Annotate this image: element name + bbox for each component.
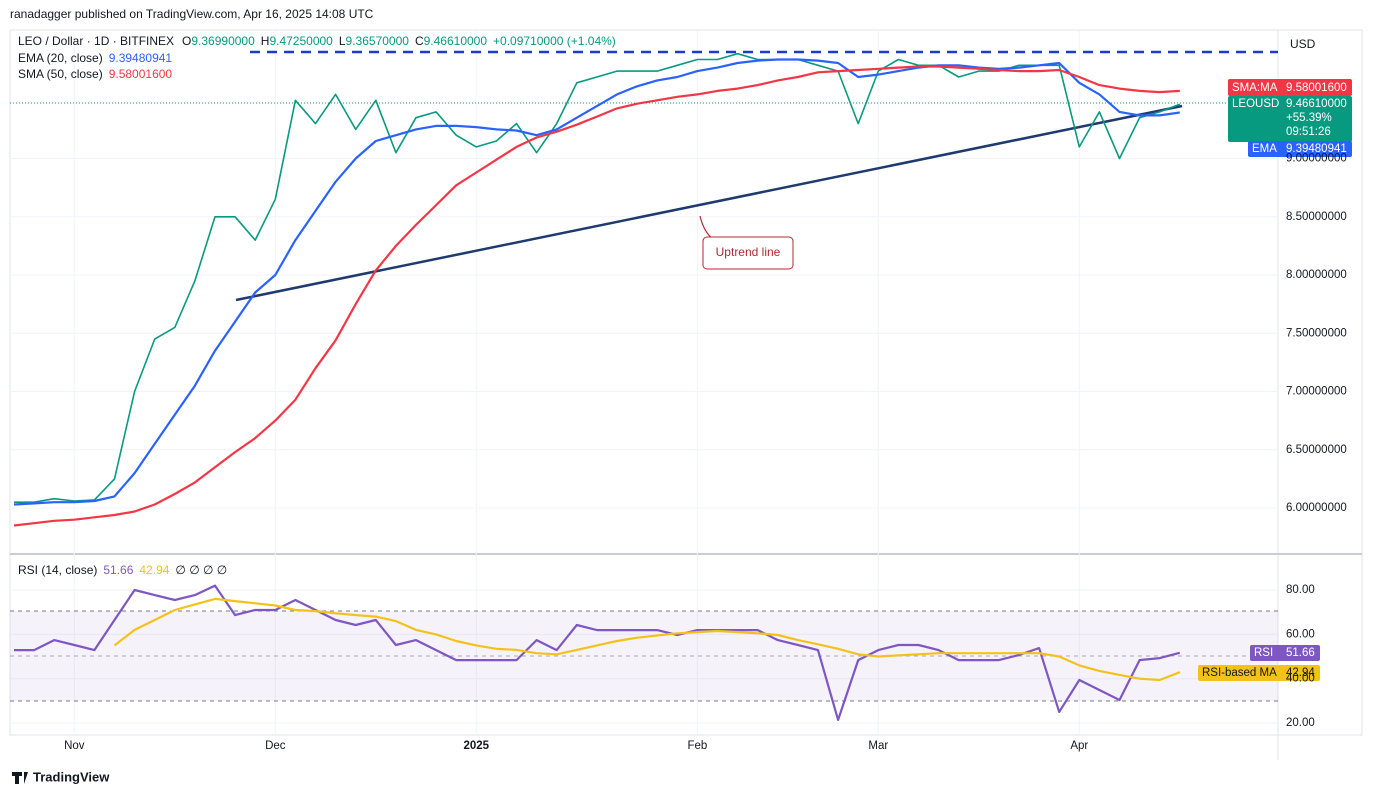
y-tick-label: 9.00000000 xyxy=(1286,153,1347,165)
x-tick-label: Dec xyxy=(265,740,286,752)
y-tick-label: 8.50000000 xyxy=(1286,211,1347,223)
legend-ema: EMA (20, close) 9.39480941 xyxy=(18,51,172,65)
legend-rsi-extra: ∅ ∅ ∅ ∅ xyxy=(175,563,227,577)
legend-change: +0.09710000 (+1.04%) xyxy=(493,34,616,48)
rsi-ma-label-value: 42.94 xyxy=(1286,667,1315,679)
legend-symbol: LEO / Dollar · 1D · BITFINEX xyxy=(18,34,174,48)
series-line xyxy=(14,584,1181,721)
legend-rsi: RSI (14, close) 51.66 42.94 ∅ ∅ ∅ ∅ xyxy=(18,563,227,577)
uptrend-line xyxy=(235,104,1183,302)
legend-rsi-ma-value: 42.94 xyxy=(139,563,169,577)
legend-ohlc-key: O xyxy=(182,34,191,48)
series-line xyxy=(113,597,1181,682)
series-line xyxy=(14,52,1181,503)
ema-label-name: EMA xyxy=(1252,143,1277,155)
x-tick-label: 2025 xyxy=(464,740,490,752)
sma-label-name: SMA:MA xyxy=(1232,82,1278,94)
x-tick-label: Mar xyxy=(868,740,888,752)
y-tick-label: 8.00000000 xyxy=(1286,269,1347,281)
sma-label-box xyxy=(1228,79,1352,96)
legend-sma-value: 9.58001600 xyxy=(109,67,173,81)
legend-rsi-value: 51.66 xyxy=(103,563,133,577)
legend-sma-name: SMA (50, close) xyxy=(18,67,103,81)
last-label-box xyxy=(1228,96,1352,142)
rsi-label-box xyxy=(1250,645,1320,661)
plot xyxy=(13,52,1181,721)
x-tick-label: Apr xyxy=(1070,740,1088,752)
x-tick-label: Feb xyxy=(687,740,707,752)
legend-ohlc-value: 9.36570000 xyxy=(346,34,410,48)
legend-ohlc-key: H xyxy=(261,34,270,48)
legend-ohlc-value: 9.36990000 xyxy=(191,34,255,48)
legend-sma: SMA (50, close) 9.58001600 xyxy=(18,67,172,81)
y-tick-label: 7.00000000 xyxy=(1286,386,1347,398)
rsi-ma-label-box xyxy=(1198,665,1320,681)
y-tick-label: 6.50000000 xyxy=(1286,444,1347,456)
legend-ema-name: EMA (20, close) xyxy=(18,51,103,65)
legend: LEO / Dollar · 1D · BITFINEX O9.36990000 H… xyxy=(18,34,616,48)
x-tick-label: Nov xyxy=(64,740,85,752)
logo xyxy=(12,772,28,784)
y-tick-label: 20.00 xyxy=(1286,717,1315,729)
footer: TradingView xyxy=(33,769,110,784)
rsi-label-value: 51.66 xyxy=(1286,647,1315,659)
ema-label-box xyxy=(1248,141,1352,157)
currency: USD xyxy=(1290,37,1316,51)
last-label-value: 9.46610000 xyxy=(1286,98,1347,110)
series-line xyxy=(13,58,1180,506)
y-tick-label: 60.00 xyxy=(1286,628,1315,640)
y-tick-label: 6.00000000 xyxy=(1286,502,1347,514)
last-label-countdown: 09:51:26 xyxy=(1286,126,1331,138)
annotation: Uptrend line xyxy=(716,245,781,259)
byline: ranadagger published on TradingView.com,… xyxy=(10,7,374,21)
y-tick-label: 80.00 xyxy=(1286,584,1315,596)
legend-ohlc-key: L xyxy=(339,34,346,48)
series-line xyxy=(13,65,1180,527)
annotation-box xyxy=(702,236,794,270)
last-label-symbol: LEOUSD xyxy=(1232,98,1279,110)
rsi-label-name: RSI xyxy=(1254,647,1273,659)
rsi-ma-label-name: RSI-based MA xyxy=(1202,667,1277,679)
legend-rsi-name: RSI (14, close) xyxy=(18,563,97,577)
legend-ohlc-value: 9.46610000 xyxy=(424,34,488,48)
y-tick-label: 40.00 xyxy=(1286,673,1315,685)
sma-label-value: 9.58001600 xyxy=(1286,82,1347,94)
y-tick-label: 7.50000000 xyxy=(1286,327,1347,339)
last-label-change: +55.39% xyxy=(1286,112,1332,124)
ema-label-value: 9.39480941 xyxy=(1286,143,1347,155)
legend-ema-value: 9.39480941 xyxy=(109,51,173,65)
legend-ohlc-value: 9.47250000 xyxy=(269,34,333,48)
legend-ohlc-key: C xyxy=(415,34,424,48)
